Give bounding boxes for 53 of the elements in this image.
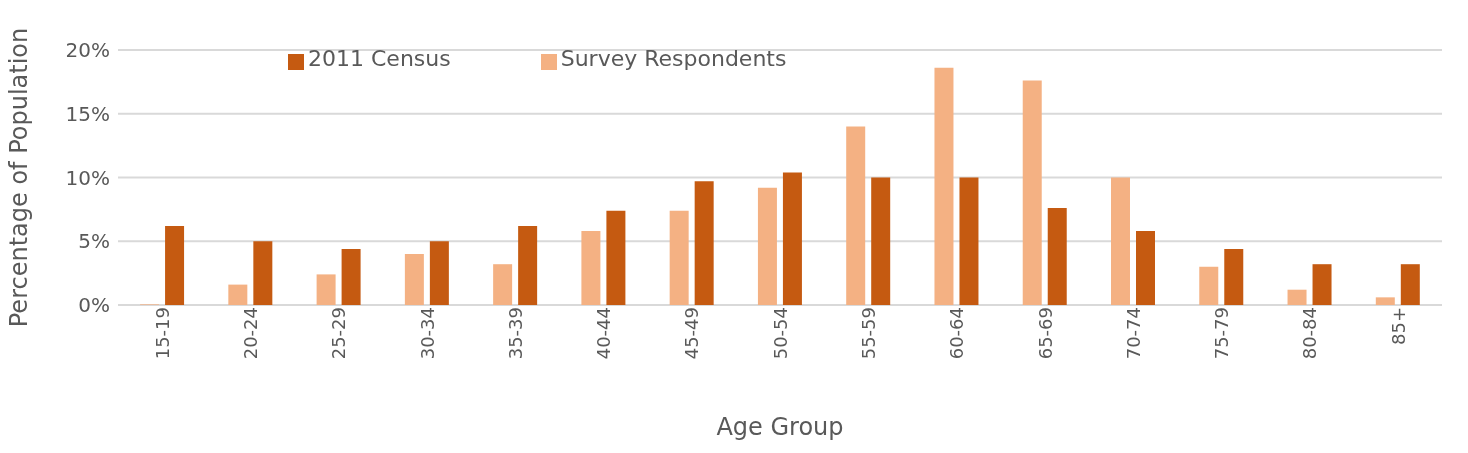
bar (1400, 264, 1420, 305)
bar (1022, 80, 1042, 305)
bar (669, 210, 689, 305)
bar (606, 210, 626, 305)
bar (1111, 177, 1130, 305)
bar (1136, 231, 1155, 305)
bar (429, 241, 449, 305)
bar (846, 126, 866, 305)
x-tick-label: 75-79 (1211, 307, 1233, 360)
legend-label: Survey Respondents (560, 46, 787, 71)
bar (757, 187, 777, 305)
bar (316, 274, 336, 305)
x-axis-title: Age Group (716, 413, 844, 441)
bar (165, 225, 185, 305)
bar (253, 241, 273, 305)
legend-label: 2011 Census (308, 46, 451, 71)
x-tick-label: 85+ (1387, 307, 1409, 345)
y-tick-label: 15% (65, 101, 110, 126)
y-axis-title: Percentage of Population (4, 27, 33, 328)
bar (341, 248, 361, 305)
bar (1287, 289, 1307, 305)
y-tick-label: 0% (78, 293, 110, 318)
x-tick-label: 60-64 (946, 307, 968, 360)
bar (1199, 266, 1219, 305)
x-tick-label: 55-59 (858, 307, 880, 360)
x-tick-label: 25-29 (328, 307, 350, 360)
bar (581, 231, 601, 305)
bar (404, 254, 424, 305)
x-tick-label: 80-84 (1299, 307, 1321, 360)
bar (934, 67, 954, 305)
bar (871, 177, 891, 305)
bar (493, 264, 513, 305)
bar (1375, 297, 1395, 305)
bar (518, 225, 538, 305)
bar (694, 181, 714, 305)
y-tick-label: 10% (65, 165, 110, 190)
x-tick-label: 40-44 (593, 307, 615, 360)
y-tick-label: 20% (65, 38, 110, 63)
bar (959, 177, 979, 305)
bar (782, 172, 802, 305)
x-tick-label: 35-39 (504, 307, 526, 360)
bar (1312, 264, 1332, 305)
x-tick-label: 45-49 (681, 307, 703, 360)
x-tick-label: 65-69 (1034, 307, 1056, 360)
y-tick-label: 5% (78, 229, 110, 254)
bar (228, 284, 248, 305)
x-tick-label: 50-54 (769, 307, 791, 360)
x-tick-label: 20-24 (240, 307, 262, 360)
x-tick-label: 30-34 (416, 307, 438, 360)
bar (1224, 248, 1244, 305)
bar (1047, 208, 1067, 305)
x-tick-label: 70-74 (1122, 307, 1144, 360)
x-tick-label: 15-19 (151, 307, 173, 360)
